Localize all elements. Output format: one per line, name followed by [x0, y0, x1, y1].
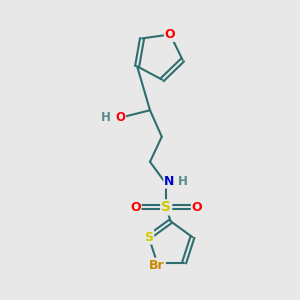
Text: O: O	[192, 201, 203, 214]
Text: H: H	[178, 175, 187, 188]
Text: S: S	[161, 200, 171, 214]
Text: H: H	[100, 111, 110, 124]
Text: S: S	[144, 231, 153, 244]
Text: N: N	[164, 175, 174, 188]
Text: O: O	[116, 111, 126, 124]
Text: O: O	[165, 28, 175, 41]
Text: O: O	[130, 201, 141, 214]
Text: Br: Br	[149, 259, 165, 272]
